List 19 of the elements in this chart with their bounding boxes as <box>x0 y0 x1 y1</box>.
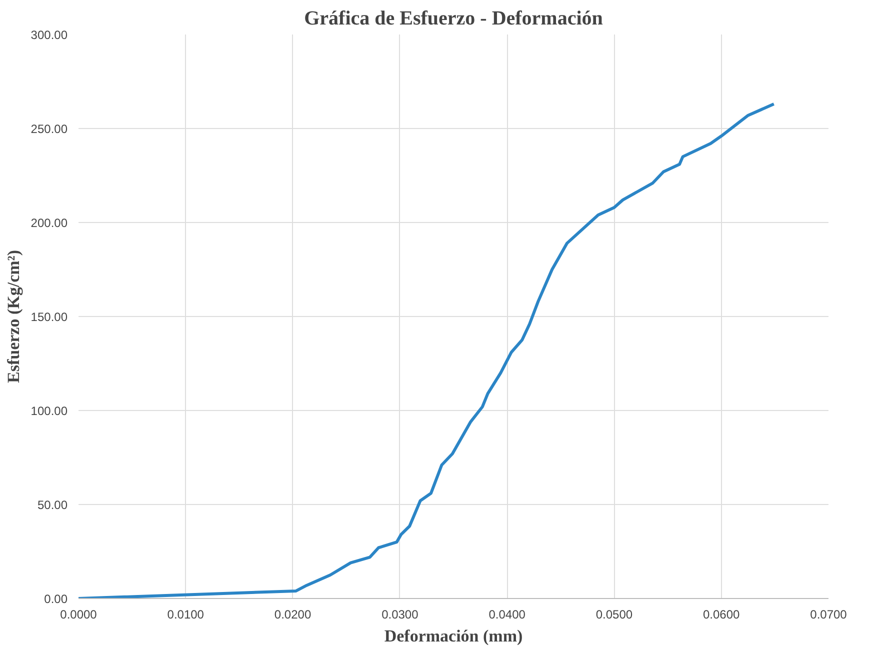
y-tick-label: 300.00 <box>30 28 68 42</box>
y-tick-label: 100.00 <box>30 404 68 418</box>
x-tick-label: 0.0600 <box>703 608 740 622</box>
x-tick-label: 0.0200 <box>274 608 312 622</box>
y-tick-label: 250.00 <box>30 122 68 136</box>
y-tick-label: 200.00 <box>30 216 68 230</box>
x-axis-title: Deformación (mm) <box>384 626 523 646</box>
x-tick-label: 0.0000 <box>60 608 98 622</box>
x-tick-label: 0.0100 <box>167 608 204 622</box>
line-series <box>78 102 776 598</box>
chart-title: Gráfica de Esfuerzo - Deformación <box>304 8 603 30</box>
y-tick-label: 0.00 <box>44 592 68 606</box>
y-axis-title: Esfuerzo (Kg/cm²) <box>4 250 23 384</box>
x-tick-label: 0.0500 <box>596 608 633 622</box>
y-tick-label: 50.00 <box>37 498 68 512</box>
x-tick-label: 0.0400 <box>488 608 526 622</box>
x-tick-label: 0.0300 <box>382 608 419 622</box>
y-tick-label: 150.00 <box>30 310 68 324</box>
x-tick-label: 0.0700 <box>810 608 848 622</box>
